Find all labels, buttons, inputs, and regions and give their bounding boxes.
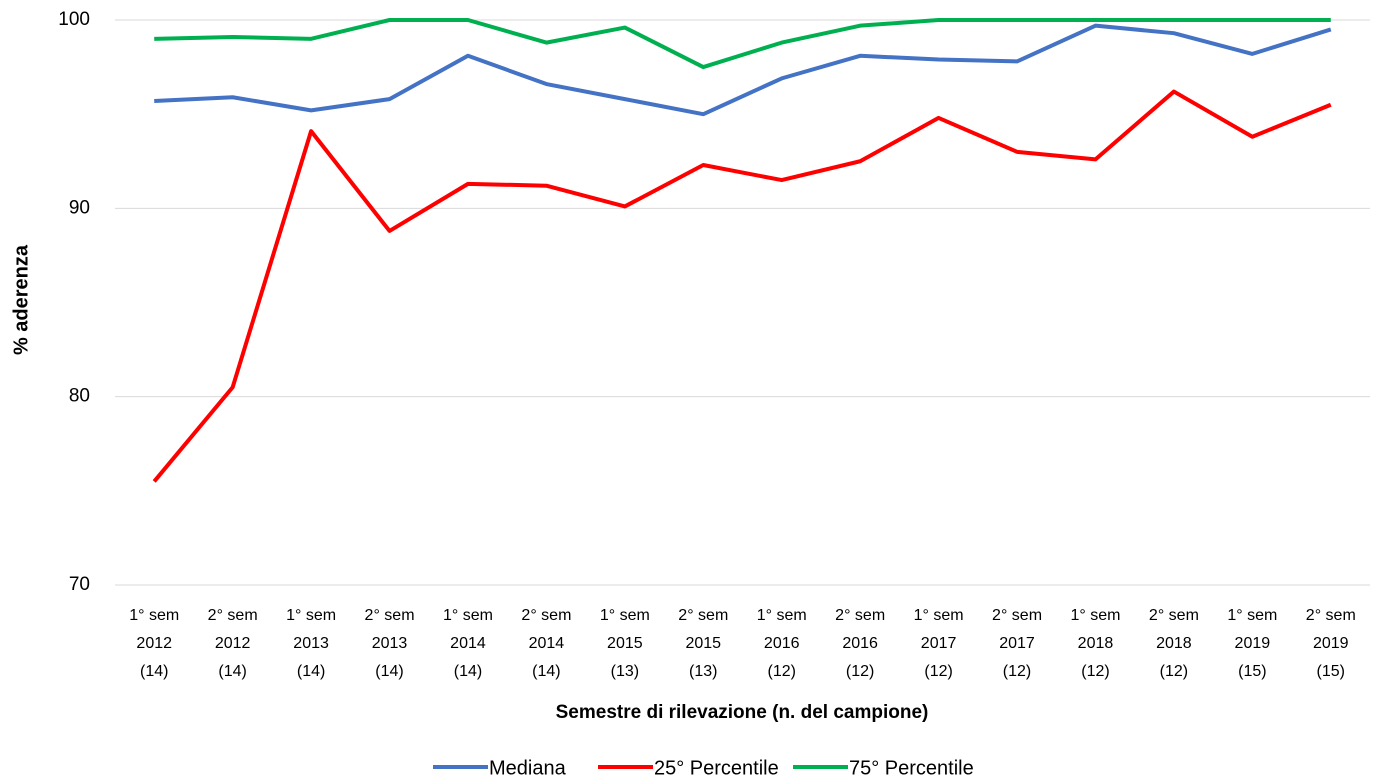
x-tick-label: 1° sem — [443, 607, 493, 624]
x-tick-label: 2° sem — [992, 607, 1042, 624]
x-tick-label: 2° sem — [1306, 607, 1356, 624]
data-line — [152, 89, 1332, 483]
data-line — [154, 23, 1332, 117]
x-tick-label: 2° sem — [365, 607, 415, 624]
x-tick-label: 2015 — [685, 635, 721, 652]
x-tick-label: 2018 — [1156, 635, 1192, 652]
x-tick-label: 1° sem — [286, 607, 336, 624]
x-tick-label: (12) — [1160, 663, 1188, 680]
x-tick-label: (15) — [1317, 663, 1345, 680]
x-tick-label: 2° sem — [1149, 607, 1199, 624]
x-tick-label: 2016 — [764, 635, 800, 652]
x-tick-label: (13) — [611, 663, 639, 680]
x-tick-label: 1° sem — [129, 607, 179, 624]
x-axis-title: Semestre di rilevazione (n. del campione… — [556, 702, 929, 723]
x-tick-label: 1° sem — [1227, 607, 1277, 624]
y-tick-label: 70 — [69, 574, 90, 595]
x-tick-label: (12) — [1003, 663, 1031, 680]
x-tick-label: 2° sem — [208, 607, 258, 624]
y-axis-title: % aderenza — [10, 244, 32, 355]
x-tick-label: 2017 — [999, 635, 1035, 652]
x-tick-label: (14) — [454, 663, 482, 680]
legend-label: Mediana — [489, 757, 567, 779]
y-tick-label: 90 — [69, 197, 90, 218]
x-tick-label: 2012 — [136, 635, 172, 652]
x-tick-label: 1° sem — [600, 607, 650, 624]
x-tick-label: (15) — [1238, 663, 1266, 680]
legend-label: 75° Percentile — [849, 757, 974, 779]
x-tick-label: (12) — [767, 663, 795, 680]
x-tick-label: 2014 — [450, 635, 486, 652]
data-line — [154, 18, 1331, 70]
x-tick-label: 2° sem — [835, 607, 885, 624]
x-tick-label: 2013 — [293, 635, 329, 652]
x-tick-label: 2012 — [215, 635, 251, 652]
x-tick-label: 2° sem — [521, 607, 571, 624]
x-tick-label: 2017 — [921, 635, 957, 652]
x-tick-label: 2019 — [1235, 635, 1271, 652]
x-tick-label: (12) — [924, 663, 952, 680]
x-tick-label: (13) — [689, 663, 717, 680]
x-tick-label: 1° sem — [757, 607, 807, 624]
y-tick-label: 100 — [58, 9, 90, 30]
legend-label: 25° Percentile — [654, 757, 779, 779]
x-tick-label: 2019 — [1313, 635, 1349, 652]
x-tick-label: 2014 — [529, 635, 565, 652]
x-tick-label: 1° sem — [914, 607, 964, 624]
y-tick-label: 80 — [69, 386, 90, 407]
x-tick-label: 1° sem — [1070, 607, 1120, 624]
x-tick-label: (14) — [375, 663, 403, 680]
x-tick-label: 2016 — [842, 635, 878, 652]
x-tick-label: (12) — [1081, 663, 1109, 680]
x-tick-label: 2018 — [1078, 635, 1114, 652]
x-tick-label: 2° sem — [678, 607, 728, 624]
x-tick-label: 2015 — [607, 635, 643, 652]
x-tick-label: (14) — [140, 663, 168, 680]
x-tick-label: (14) — [532, 663, 560, 680]
x-tick-label: (14) — [218, 663, 246, 680]
x-tick-label: 2013 — [372, 635, 408, 652]
x-tick-label: (14) — [297, 663, 325, 680]
x-tick-label: (12) — [846, 663, 874, 680]
